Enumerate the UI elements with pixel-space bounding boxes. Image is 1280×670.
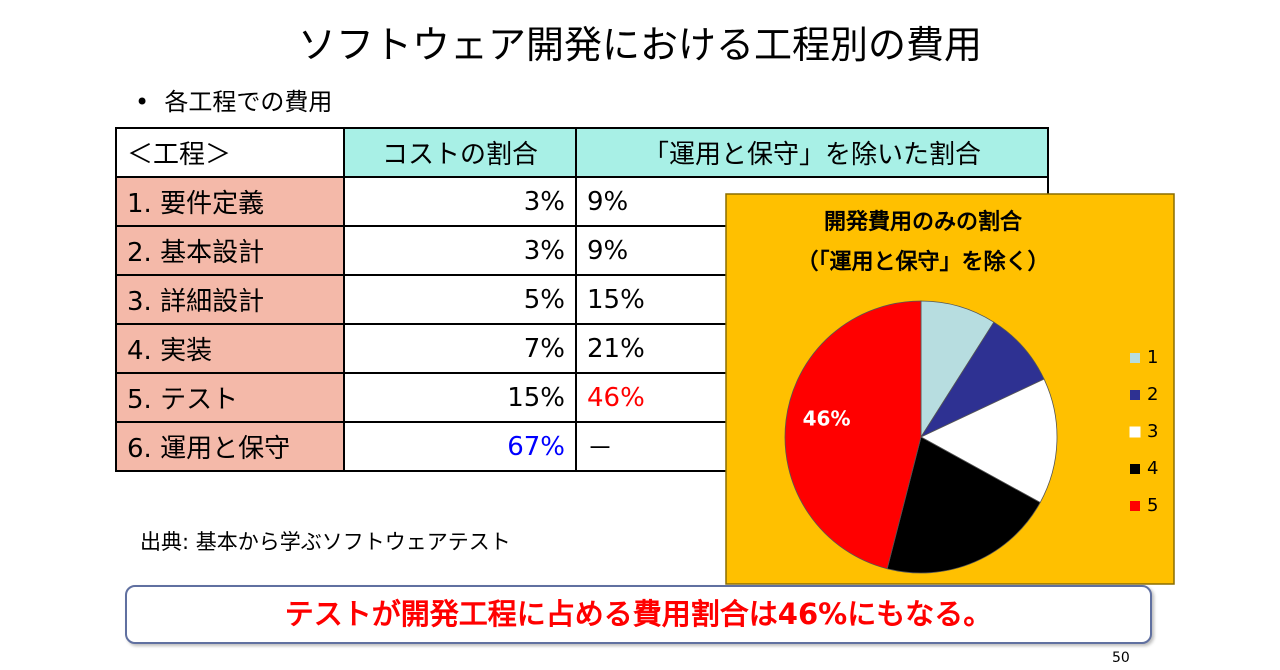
source: 出典: 基本から学ぶソフトウェアテスト [140,530,511,554]
table-cell: 4. 実装 [115,323,345,374]
table-cell: 1. 要件定義 [115,176,345,227]
table-row: ＜工程＞ コストの割合 「運用と保守」を除いた割合 [115,127,1049,178]
table-cell: 5% [343,274,577,325]
legend-swatch [1130,390,1140,400]
table-cell: 5. テスト [115,372,345,423]
legend-swatch [1129,426,1141,438]
legend-label: 2 [1147,384,1158,405]
table-cell: ＜工程＞ [115,127,345,178]
table-cell: 3. 詳細設計 [115,274,345,325]
legend-swatch [1130,353,1140,363]
bullet: • 各工程での費用 [135,88,333,116]
legend-label: 5 [1147,495,1158,516]
legend-label: 4 [1147,458,1158,479]
callout: テストが開発工程に占める費用割合は46%にもなる。 [125,585,1152,644]
table-cell: 2. 基本設計 [115,225,345,276]
table-cell: 「運用と保守」を除いた割合 [575,127,1049,178]
table-cell: 3% [343,225,577,276]
slide-title: ソフトウェア開発における工程別の費用 [297,23,982,67]
legend-label: 1 [1147,347,1158,368]
page-number: 50 [1112,650,1130,666]
bullet-text: 各工程での費用 [164,88,333,116]
table-cell: 7% [343,323,577,374]
table-cell: 6. 運用と保守 [115,421,345,472]
legend-label: 3 [1147,421,1158,442]
legend-swatch [1130,501,1140,511]
chart-title: 開発費用のみの割合 [824,209,1023,235]
legend-swatch [1130,464,1140,474]
table-cell: 15% [343,372,577,423]
chart-subtitle: （「運用と保守」を除く） [796,249,1049,275]
table-cell: 3% [343,176,577,227]
pie-chart: 開発費用のみの割合 （「運用と保守」を除く） 1 2 3 4 46% 5 [725,193,1175,585]
pie-slice [784,300,922,570]
table-cell: コストの割合 [343,127,577,178]
data-label: 46% [803,407,851,431]
pie-slice [920,378,1058,504]
table-cell: 67% [343,421,577,472]
pie-slice [886,436,1041,574]
